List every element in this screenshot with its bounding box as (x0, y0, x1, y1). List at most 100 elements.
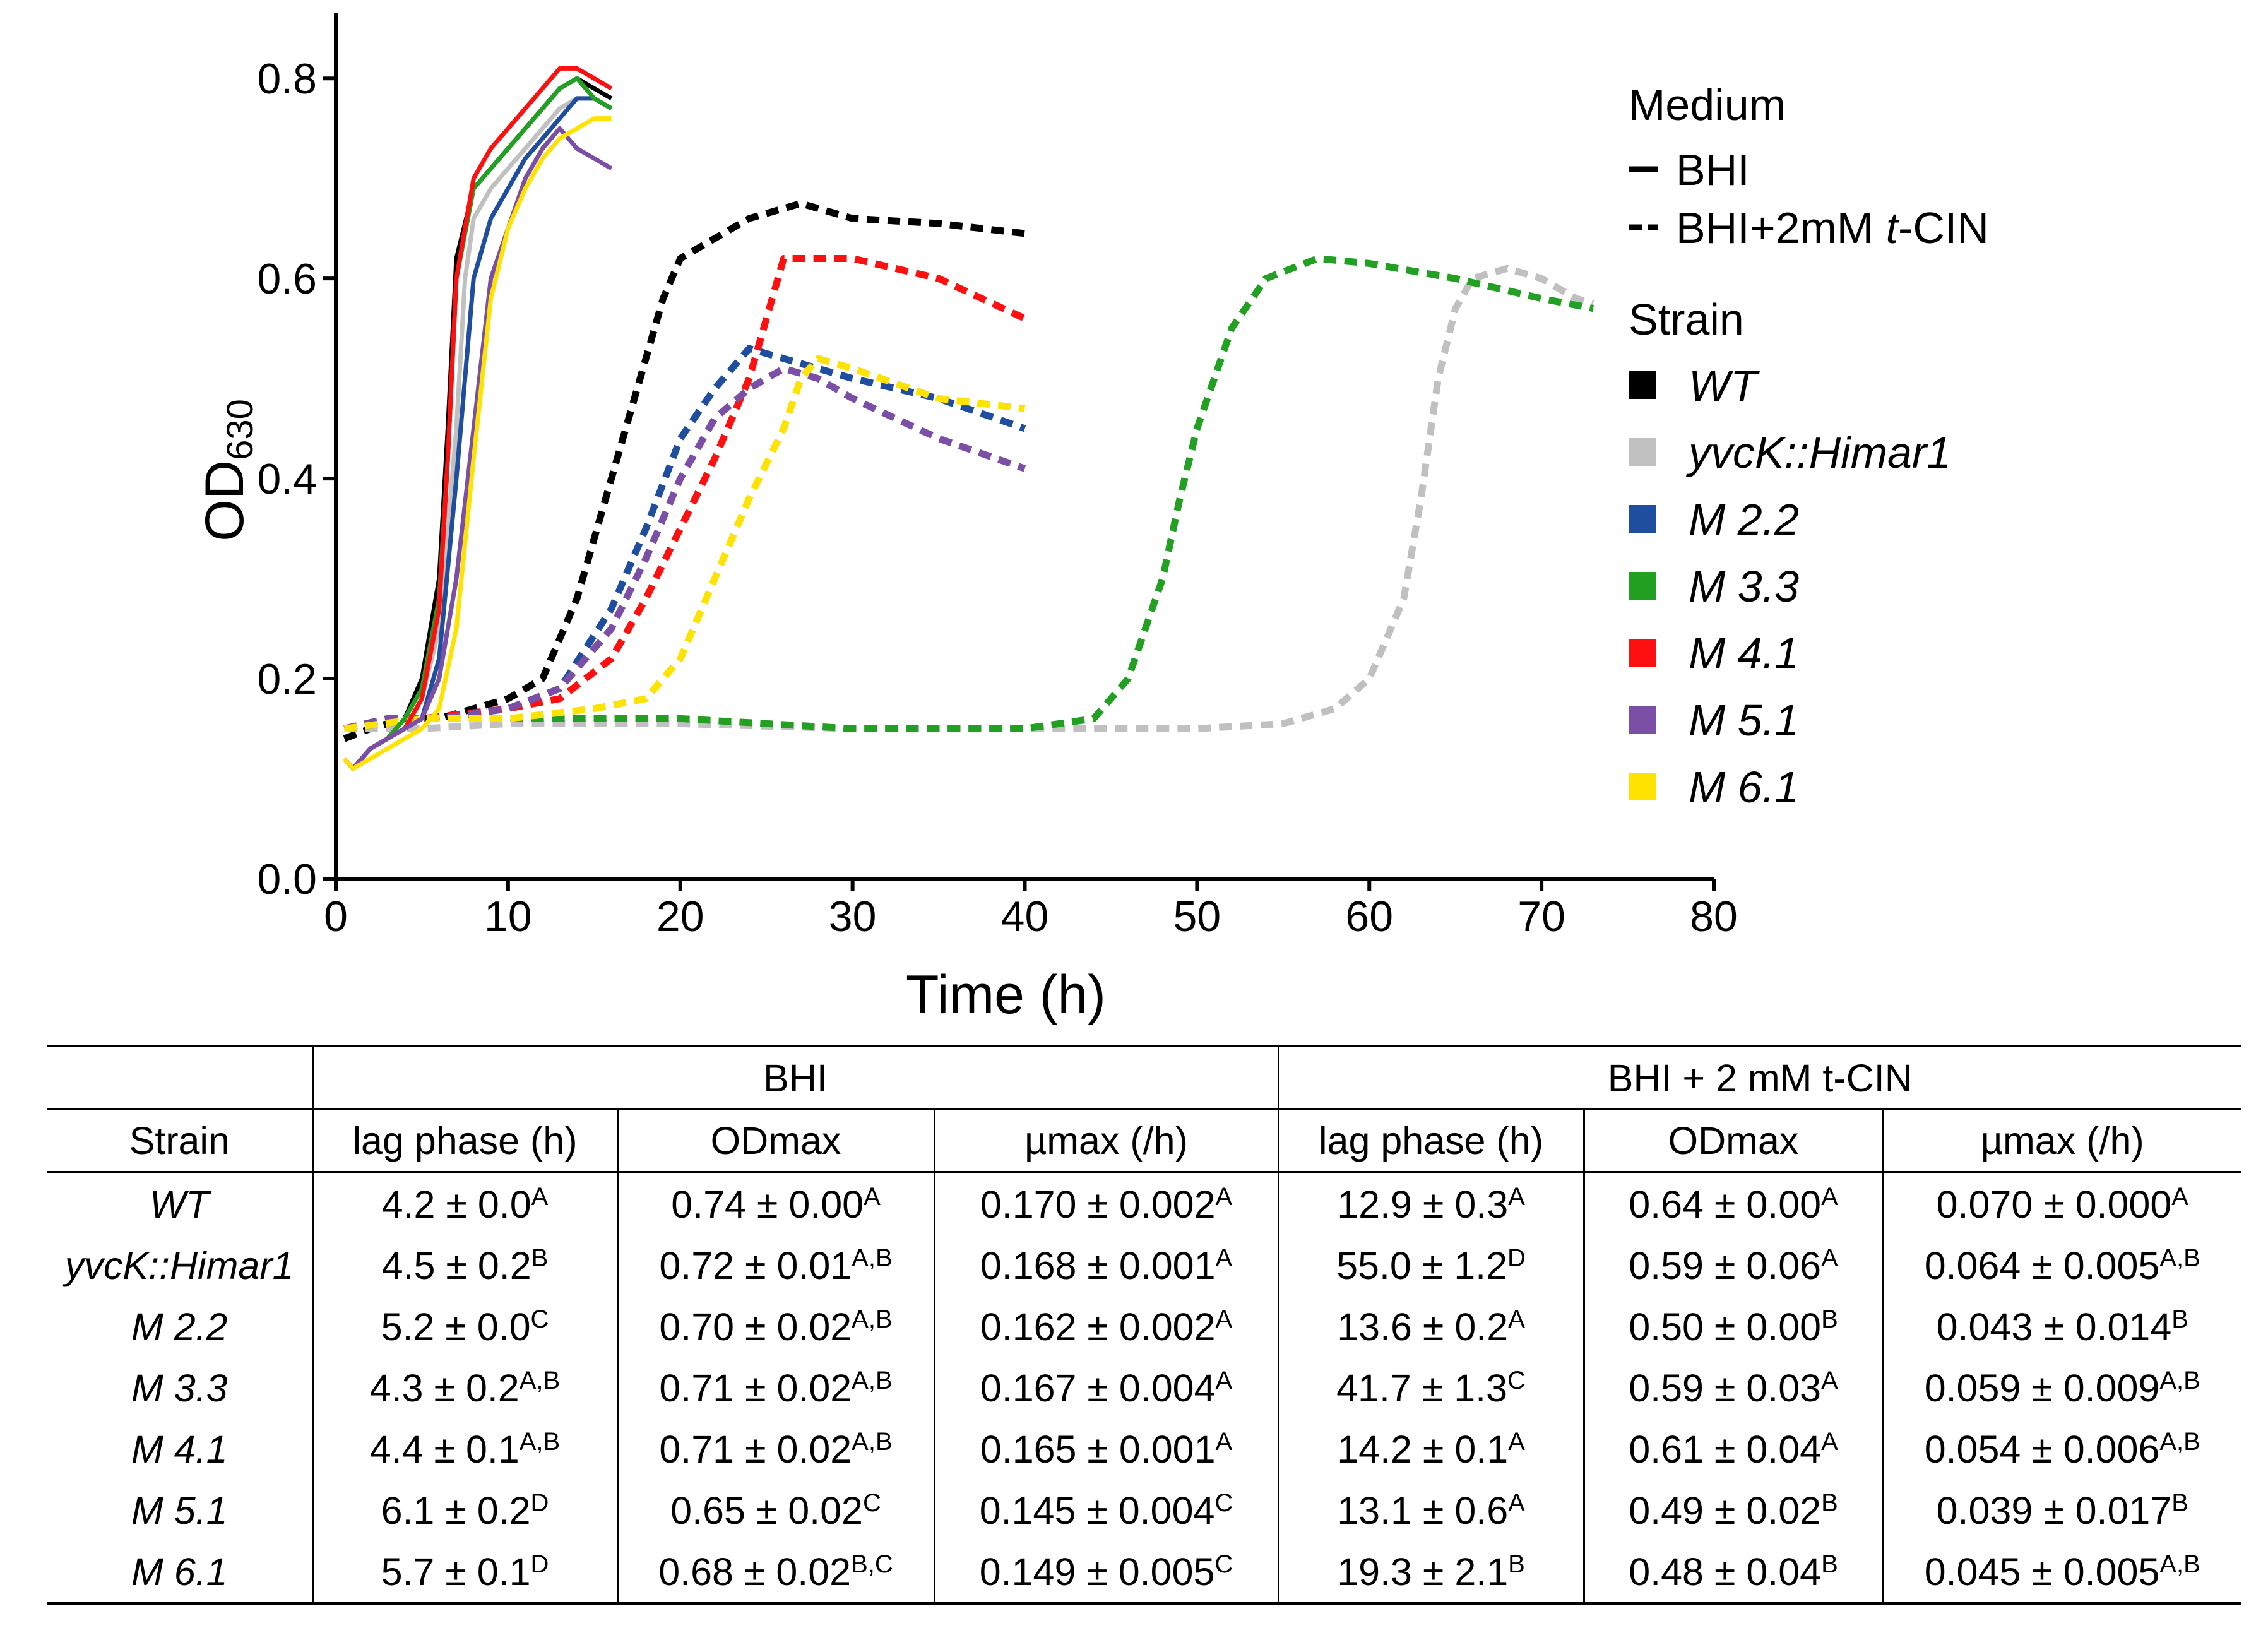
table-cell-value: 0.50 ± 0.00 (1629, 1305, 1822, 1348)
legend-swatch-m-2-2 (1629, 505, 1656, 533)
table-cell: 5.7 ± 0.1D (311, 1541, 617, 1605)
table-column-header-row: Strain lag phase (h) ODmax µmax (/h) lag… (47, 1109, 2241, 1173)
significance-letter: B (2171, 1305, 2188, 1333)
significance-letter: A (1215, 1366, 1233, 1394)
significance-letter: A (864, 1182, 881, 1211)
y-tick-label: 0.0 (257, 855, 317, 903)
significance-letter: A,B (519, 1427, 561, 1456)
legend-label-bhi-tcin: BHI+2mM t-CIN (1676, 203, 1989, 253)
legend-label-m-5-1: M 5.1 (1689, 696, 1799, 745)
significance-letter: A (1508, 1427, 1525, 1456)
table-cell: 0.71 ± 0.02A,B (616, 1357, 934, 1418)
table-cell-value: 0.170 ± 0.002 (980, 1182, 1216, 1226)
table-cell-value: 0.039 ± 0.017 (1936, 1488, 2172, 1532)
significance-letter: C (1214, 1550, 1233, 1578)
column-header-strain: Strain (47, 1109, 312, 1173)
table-cell: 0.68 ± 0.02B,C (616, 1541, 934, 1605)
y-tick-label: 0.6 (257, 255, 317, 303)
table-cell: 0.61 ± 0.04A (1582, 1418, 1884, 1480)
significance-letter: A (1215, 1427, 1233, 1456)
table-cell-value: 4.3 ± 0.2 (369, 1366, 520, 1410)
table-cell-value: 0.059 ± 0.009 (1924, 1366, 2160, 1410)
table-cell-value: 0.48 ± 0.04 (1629, 1550, 1822, 1593)
table-cell: 0.043 ± 0.014B (1882, 1296, 2241, 1357)
table-cell: 55.0 ± 1.2D (1277, 1235, 1584, 1296)
table-cell: 6.1 ± 0.2D (311, 1480, 617, 1541)
table-cell: 0.165 ± 0.001A (933, 1418, 1279, 1480)
y-axis-title: OD630 (194, 399, 261, 542)
table-cell: 0.149 ± 0.005C (933, 1541, 1279, 1605)
group-header-bhi: BHI (311, 1045, 1279, 1110)
table-cell-value: 0.167 ± 0.004 (980, 1366, 1216, 1410)
table-cell: 4.5 ± 0.2B (311, 1235, 617, 1296)
significance-letter: A (1821, 1366, 1838, 1394)
significance-letter: A (2171, 1182, 2188, 1211)
significance-letter: A (531, 1182, 549, 1211)
table-cell: 0.167 ± 0.004A (933, 1357, 1279, 1418)
group-header-bhi-tcin: BHI + 2 mM t-CIN (1277, 1045, 2241, 1110)
growth-curve-chart: 0 10 20 30 40 50 60 70 80 0.0 0.2 0.4 0.6 0.8 Time (h)… (194, 13, 1989, 1025)
table-cell-value: 0.064 ± 0.005 (1924, 1244, 2160, 1287)
table-row: yvcK::Himar1 4.5 ± 0.2B 0.72 ± 0.01A,B 0.16… (47, 1235, 2241, 1296)
table-cell-value: 0.71 ± 0.02 (659, 1366, 852, 1410)
legend-title-medium: Medium (1629, 80, 1786, 129)
table-cell: 13.1 ± 0.6A (1277, 1480, 1584, 1541)
table-cell: 12.9 ± 0.3A (1277, 1172, 1584, 1235)
significance-letter: B (1821, 1305, 1838, 1333)
table-cell-value: 13.1 ± 0.6 (1337, 1488, 1509, 1532)
table-cell-value: 6.1 ± 0.2 (381, 1488, 531, 1532)
table-cell-value: 5.7 ± 0.1 (381, 1550, 531, 1593)
x-tick-label: 40 (1001, 893, 1049, 941)
significance-letter: A (1821, 1182, 1838, 1211)
table-cell: 0.70 ± 0.02A,B (616, 1296, 934, 1357)
series-line-m-3-3-bhi-tcin (343, 255, 1594, 732)
table-cell: 0.50 ± 0.00B (1582, 1296, 1884, 1357)
table-cell: 14.2 ± 0.1A (1277, 1418, 1584, 1480)
column-header-bhi-odmax: ODmax (616, 1109, 934, 1173)
table-cell-strain: M 5.1 (131, 1488, 228, 1532)
x-tick-label: 60 (1345, 893, 1393, 941)
x-tick-label: 30 (829, 893, 877, 941)
table-cell-value: 55.0 ± 1.2 (1336, 1244, 1508, 1287)
series-line-m-6-1-bhi-tcin (343, 355, 1026, 732)
legend-swatch-wt (1629, 371, 1656, 399)
significance-letter: B (1821, 1488, 1838, 1517)
table-cell: 0.48 ± 0.04B (1582, 1541, 1884, 1605)
table-cell: 0.64 ± 0.00A (1582, 1172, 1884, 1235)
column-header-tcin-lag: lag phase (h) (1277, 1109, 1584, 1173)
table-cell: 41.7 ± 1.3C (1277, 1357, 1584, 1418)
table-cell-value: 41.7 ± 1.3 (1336, 1366, 1508, 1410)
table-cell-value: 0.165 ± 0.001 (980, 1427, 1216, 1471)
significance-letter: A,B (852, 1244, 893, 1272)
table-cell: 0.070 ± 0.000A (1882, 1172, 2241, 1235)
table-row: M 2.2 5.2 ± 0.0C 0.70 ± 0.02A,B 0.162 ± 0.0… (47, 1296, 2241, 1357)
series-line-m-5-1-bhi-tcin (343, 365, 1026, 732)
significance-letter: C (862, 1488, 881, 1517)
column-header-bhi-lag: lag phase (h) (311, 1109, 617, 1173)
table-cell-value: 0.49 ± 0.02 (1629, 1488, 1822, 1532)
table-cell-strain: yvcK::Himar1 (64, 1244, 294, 1287)
significance-letter: A,B (852, 1366, 893, 1394)
table-cell: 0.162 ± 0.002A (933, 1296, 1279, 1357)
table-group-header-row: BHI BHI + 2 mM t-CIN (47, 1045, 2241, 1110)
table-cell: 0.045 ± 0.005A,B (1882, 1541, 2241, 1605)
table-cell-value: 0.59 ± 0.06 (1629, 1244, 1822, 1287)
significance-letter: A,B (2159, 1550, 2200, 1578)
table-cell: 0.59 ± 0.06A (1582, 1235, 1884, 1296)
significance-letter: B (1821, 1550, 1838, 1578)
table-row: M 6.1 5.7 ± 0.1D 0.68 ± 0.02B,C 0.149 ± 0.0… (47, 1541, 2241, 1605)
table-cell: 0.054 ± 0.006A,B (1882, 1418, 2241, 1480)
significance-letter: A,B (852, 1305, 893, 1333)
table-cell: 4.3 ± 0.2A,B (311, 1357, 617, 1418)
significance-letter: A,B (852, 1427, 893, 1456)
table-cell-value: 0.74 ± 0.00 (671, 1182, 864, 1226)
significance-letter: A (1215, 1244, 1233, 1272)
table-cell: 0.71 ± 0.02A,B (616, 1418, 934, 1480)
table-row: M 4.1 4.4 ± 0.1A,B 0.71 ± 0.02A,B 0.165 ± 0… (47, 1418, 2241, 1480)
table-cell: 0.064 ± 0.005A,B (1882, 1235, 2241, 1296)
significance-letter: B (2171, 1488, 2188, 1517)
table-cell: 0.039 ± 0.017B (1882, 1480, 2241, 1541)
x-tick-label: 80 (1690, 893, 1738, 941)
table-corner-cell (47, 1045, 312, 1110)
significance-letter: A,B (519, 1366, 561, 1394)
